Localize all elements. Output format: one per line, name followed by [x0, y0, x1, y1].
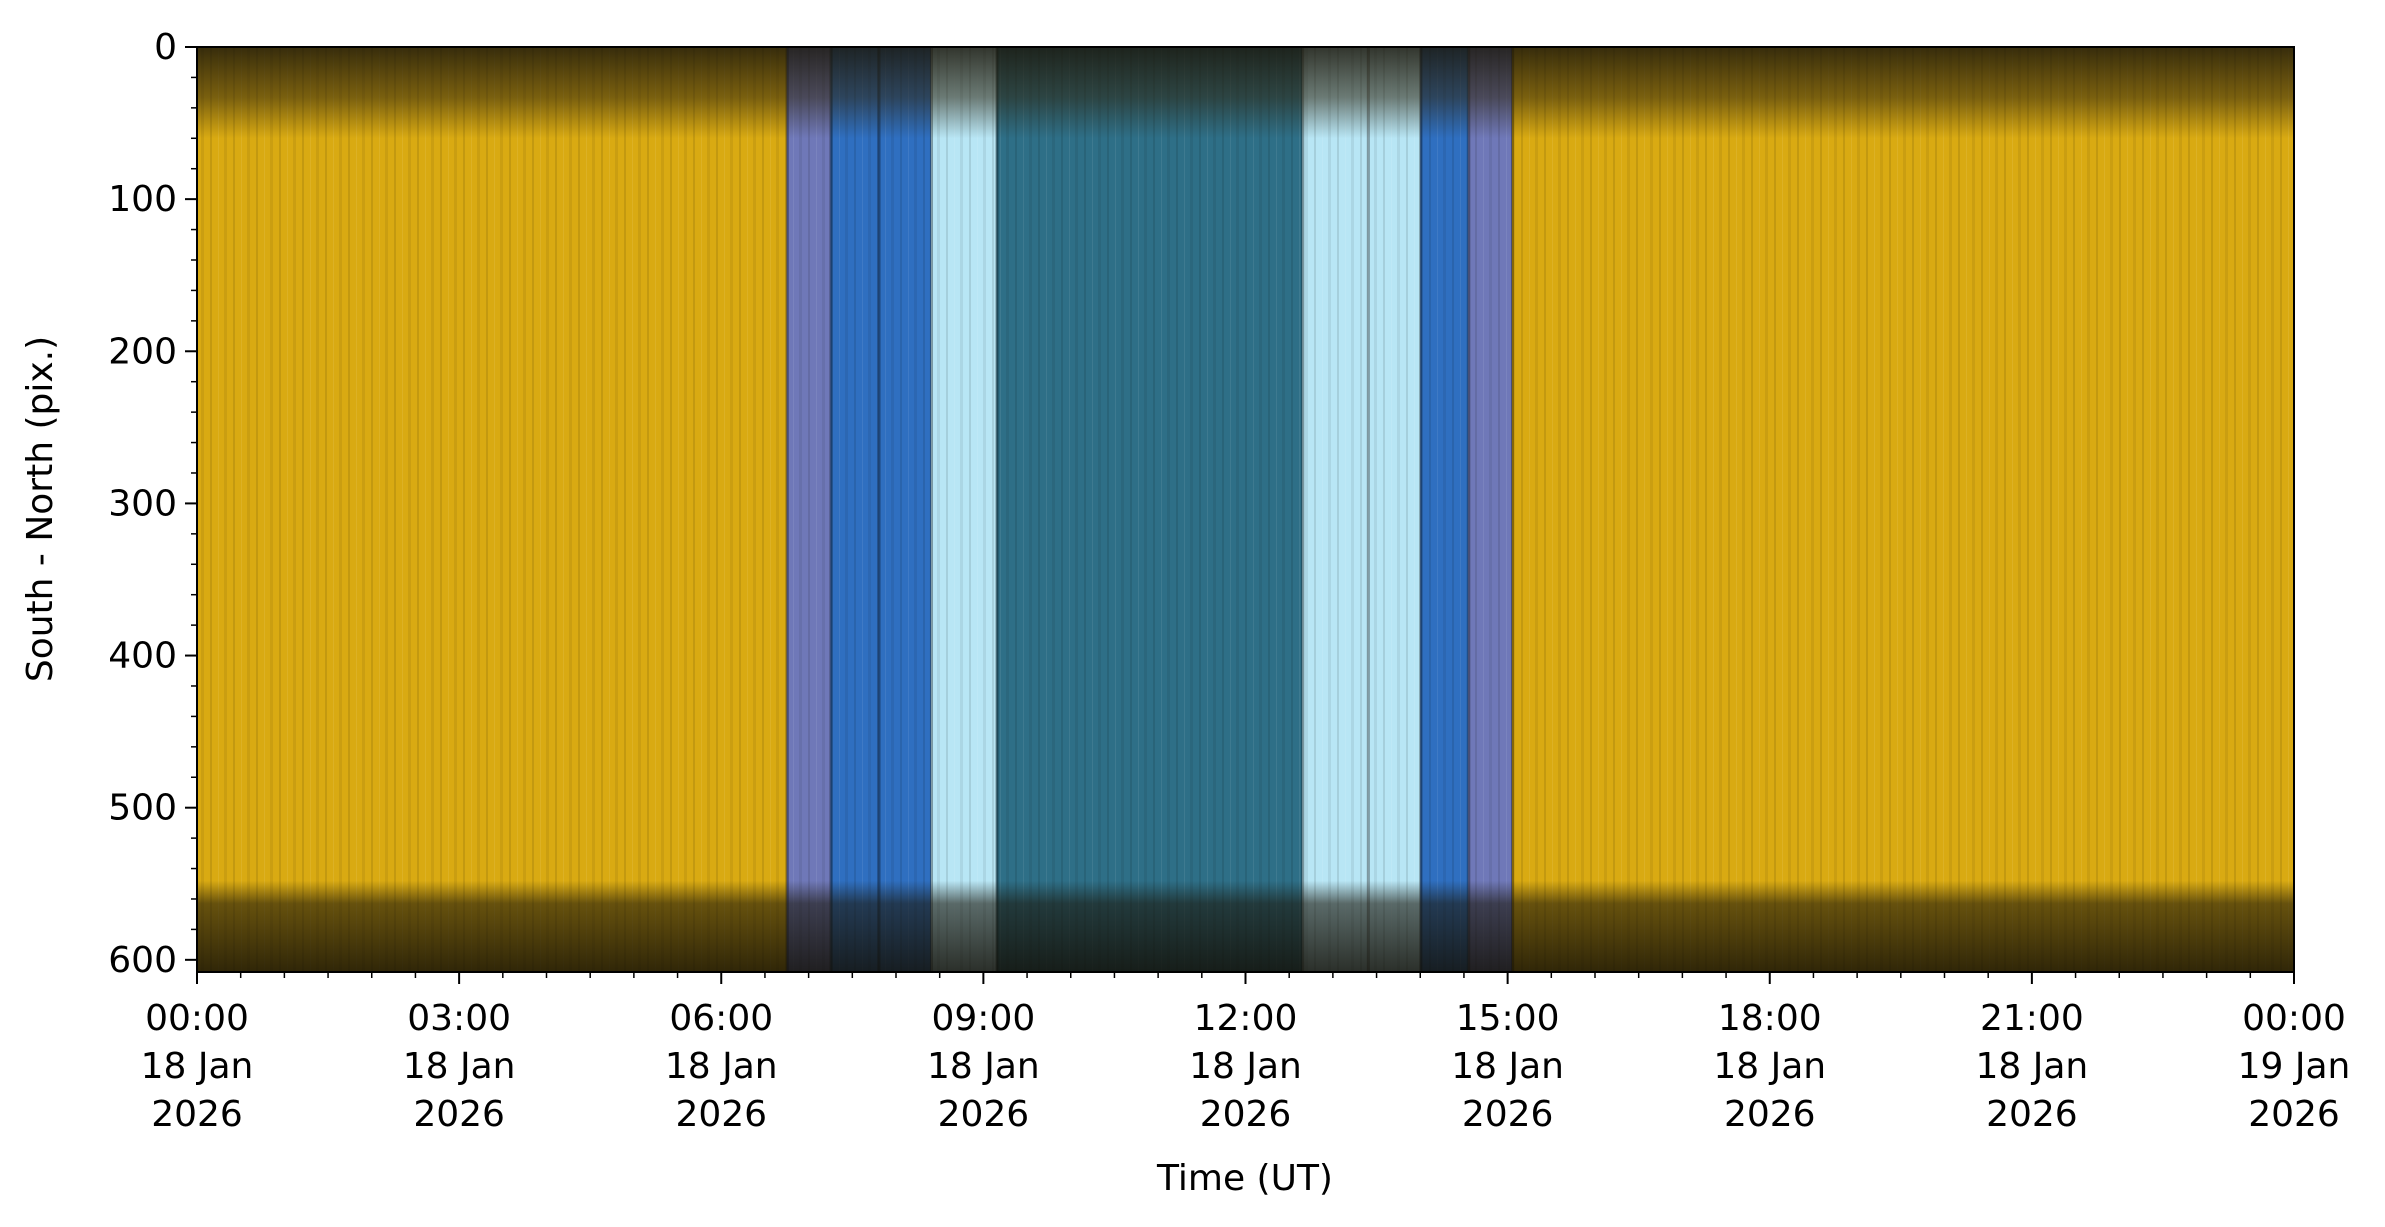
- x-tick-label: 06:00 18 Jan 2026: [665, 998, 778, 1135]
- bottom-dark-band: [197, 880, 2294, 972]
- y-tick-label: 200: [108, 331, 177, 372]
- y-tick-label: 500: [108, 788, 177, 829]
- x-tick-label: 18:00 18 Jan 2026: [1713, 998, 1826, 1135]
- x-tick-label: 15:00 18 Jan 2026: [1451, 998, 1564, 1135]
- x-axis-title: Time (UT): [1156, 1158, 1333, 1199]
- y-tick-label: 400: [108, 636, 177, 677]
- heatmap-image: [197, 47, 2294, 972]
- y-axis-title: South - North (pix.): [20, 336, 61, 682]
- x-tick-label: 00:00 19 Jan 2026: [2238, 998, 2351, 1135]
- y-tick-label: 0: [154, 27, 177, 68]
- streak-texture: [197, 47, 2294, 972]
- x-tick-label: 12:00 18 Jan 2026: [1189, 998, 1302, 1135]
- top-dark-band: [197, 47, 2294, 139]
- y-tick-label: 100: [108, 179, 177, 220]
- x-tick-label: 09:00 18 Jan 2026: [927, 998, 1040, 1135]
- x-tick-label: 03:00 18 Jan 2026: [403, 998, 516, 1135]
- x-tick-label: 21:00 18 Jan 2026: [1976, 998, 2089, 1135]
- x-tick-label: 00:00 18 Jan 2026: [141, 998, 254, 1135]
- y-axis: 0 100 200 300 400 500 600: [108, 27, 197, 981]
- x-axis: 00:00 18 Jan 2026 03:00 18 Jan 2026 06:00 18 Ja…: [141, 972, 2351, 1135]
- y-tick-label: 600: [108, 940, 177, 981]
- y-tick-label: 300: [108, 483, 177, 524]
